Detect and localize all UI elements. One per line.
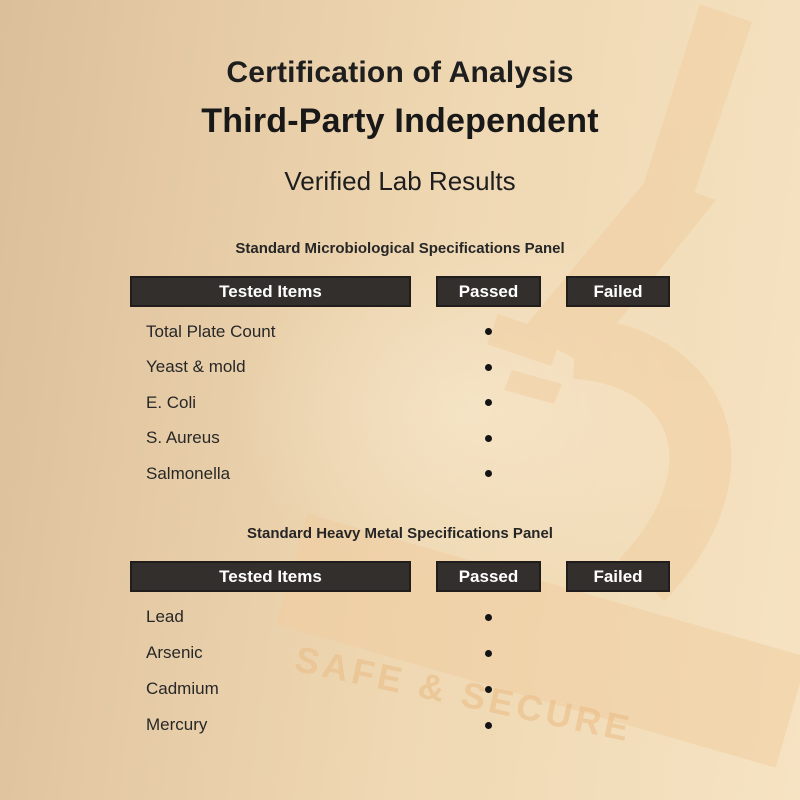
passed-cell: [436, 671, 541, 707]
table-header-microbiological: Tested Items Passed Failed: [130, 276, 670, 307]
failed-cell: [566, 421, 670, 457]
panel-title-heavy-metal: Standard Heavy Metal Specifications Pane…: [247, 525, 553, 542]
table-header-heavy-metal: Tested Items Passed Failed: [130, 561, 670, 592]
column-header-failed: Failed: [566, 276, 670, 307]
table-row: Arsenic: [130, 635, 670, 671]
table-row: Lead: [130, 599, 670, 635]
failed-cell: [566, 314, 670, 350]
failed-cell: [566, 599, 670, 635]
table-row: Yeast & mold: [130, 350, 670, 386]
passed-bullet-icon: [485, 328, 492, 336]
panel-title-microbiological: Standard Microbiological Specifications …: [235, 240, 565, 257]
column-header-failed: Failed: [566, 561, 670, 592]
passed-cell: [436, 385, 541, 421]
table-row: Total Plate Count: [130, 314, 670, 350]
passed-bullet-icon: [485, 649, 492, 657]
passed-bullet-icon: [485, 470, 492, 478]
tested-item-label: Total Plate Count: [146, 321, 276, 341]
column-header-tested-items: Tested Items: [130, 561, 411, 592]
failed-cell: [566, 456, 670, 492]
passed-bullet-icon: [485, 399, 492, 407]
tested-item-label: Yeast & mold: [146, 357, 246, 377]
tested-item-label: Lead: [146, 607, 184, 626]
tested-item-label: S. Aureus: [146, 428, 220, 448]
column-header-passed: Passed: [436, 561, 541, 592]
failed-cell: [566, 671, 670, 707]
tested-item-label: Salmonella: [146, 463, 231, 483]
column-header-passed: Passed: [436, 276, 541, 307]
passed-bullet-icon: [485, 434, 492, 442]
table-body-heavy-metal: Lead Arsenic Cadmium Mercury: [130, 599, 670, 743]
column-header-tested-items: Tested Items: [130, 276, 411, 307]
table-row: Cadmium: [130, 671, 670, 707]
passed-cell: [436, 635, 541, 671]
table-row: Mercury: [130, 707, 670, 743]
page-subtitle: Verified Lab Results: [284, 166, 516, 196]
passed-cell: [436, 421, 541, 457]
table-row: Salmonella: [130, 456, 670, 492]
failed-cell: [566, 707, 670, 743]
passed-bullet-icon: [485, 685, 492, 693]
failed-cell: [566, 350, 670, 386]
passed-bullet-icon: [485, 721, 492, 729]
passed-cell: [436, 314, 541, 350]
page-subtitle-bold: Third-Party Independent: [201, 102, 599, 140]
passed-cell: [436, 350, 541, 386]
passed-cell: [436, 707, 541, 743]
tested-item-label: Arsenic: [146, 643, 203, 662]
passed-cell: [436, 599, 541, 635]
table-row: E. Coli: [130, 385, 670, 421]
tested-item-label: E. Coli: [146, 392, 197, 412]
failed-cell: [566, 635, 670, 671]
passed-bullet-icon: [485, 363, 492, 371]
tested-item-label: Cadmium: [146, 679, 219, 698]
page-title: Certification of Analysis: [226, 56, 574, 89]
table-body-microbiological: Total Plate Count Yeast & mold E. Coli S. A…: [130, 314, 670, 492]
table-row: S. Aureus: [130, 421, 670, 457]
passed-bullet-icon: [485, 613, 492, 621]
tested-item-label: Mercury: [146, 715, 208, 734]
passed-cell: [436, 456, 541, 492]
failed-cell: [566, 385, 670, 421]
